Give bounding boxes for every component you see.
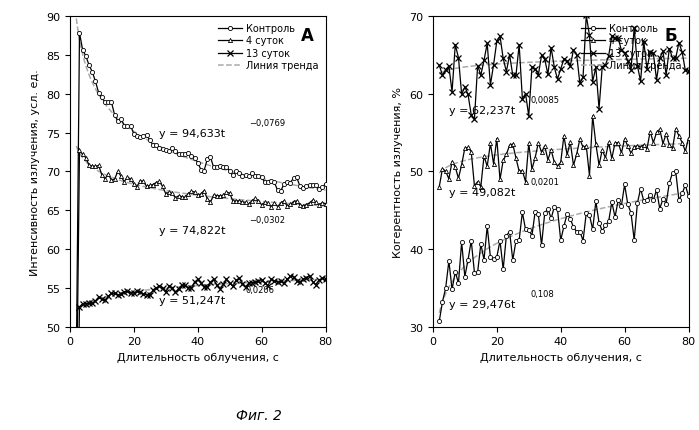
Text: y = 29,476t: y = 29,476t [449,299,515,310]
Y-axis label: Интенсивность излучения, усл. ед.: Интенсивность излучения, усл. ед. [31,69,41,275]
Text: y = 62,237t: y = 62,237t [449,106,515,116]
Text: −0,0769: −0,0769 [249,119,285,128]
Text: y = 49,082t: y = 49,082t [449,187,515,197]
Text: 0,0201: 0,0201 [531,178,559,186]
Text: 0,108: 0,108 [531,290,554,298]
Text: 0,0206: 0,0206 [245,286,275,295]
Text: А: А [301,27,314,44]
X-axis label: Длительность облучения, с: Длительность облучения, с [480,352,642,362]
Text: Б: Б [664,27,677,44]
X-axis label: Длительность облучения, с: Длительность облучения, с [117,352,279,362]
Text: y = 51,247t: y = 51,247t [159,295,226,306]
Text: Фиг. 2: Фиг. 2 [236,408,282,422]
Y-axis label: Когерентность излучения, %: Когерентность излучения, % [394,87,403,257]
Text: y = 94,633t: y = 94,633t [159,129,226,139]
Legend: Контроль, 4 суток, 13 суток, Линия тренда: Контроль, 4 суток, 13 суток, Линия тренд… [579,22,684,73]
Text: 0,0085: 0,0085 [531,96,559,105]
Legend: Контроль, 4 суток, 13 суток, Линия тренда: Контроль, 4 суток, 13 суток, Линия тренд… [216,22,321,73]
Text: −0,0302: −0,0302 [249,215,284,224]
Text: y = 74,822t: y = 74,822t [159,226,226,236]
